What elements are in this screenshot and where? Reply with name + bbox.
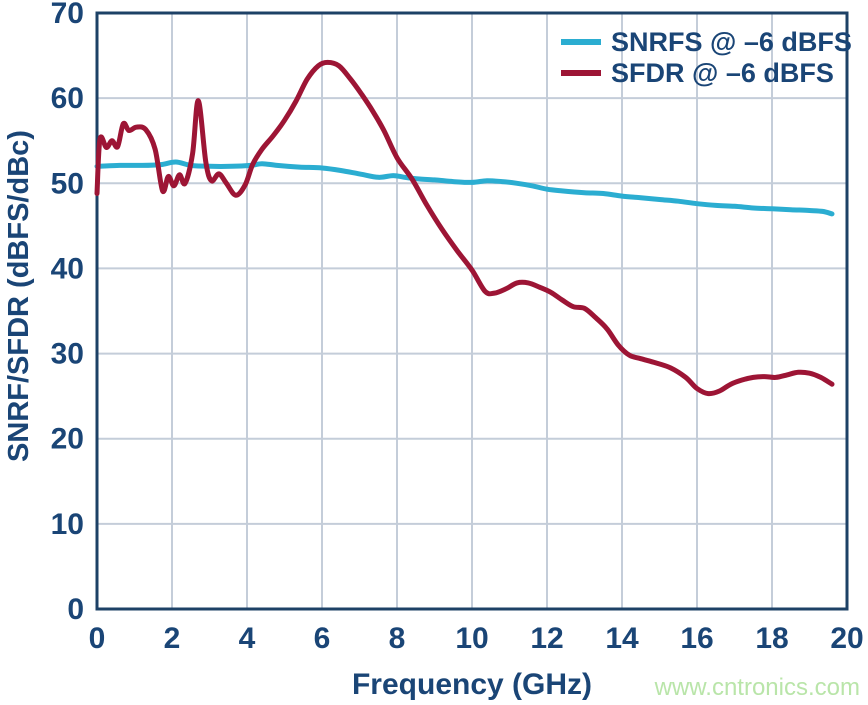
x-tick-label: 10	[455, 622, 488, 655]
y-tick-label: 10	[51, 508, 84, 541]
y-tick-label: 50	[51, 167, 84, 200]
gridlines	[97, 13, 847, 609]
x-tick-label: 2	[164, 622, 181, 655]
x-tick-label: 18	[755, 622, 788, 655]
x-tick-label: 16	[680, 622, 713, 655]
x-tick-label: 4	[239, 622, 256, 655]
x-tick-label: 0	[89, 622, 106, 655]
y-tick-label: 70	[51, 0, 84, 30]
x-tick-label: 8	[389, 622, 406, 655]
legend-label: SNRFS @ –6 dBFS	[611, 27, 852, 57]
x-tick-labels: 0 2 4 6 8 10 12 14 16 18 20	[89, 622, 864, 655]
y-axis-title: SNRF/SFDR (dBFS/dBc)	[3, 130, 35, 462]
y-tick-label: 0	[67, 593, 84, 626]
x-tick-label: 12	[530, 622, 563, 655]
watermark: www.cntronics.com	[654, 674, 860, 701]
x-tick-label: 20	[830, 622, 863, 655]
y-tick-label: 40	[51, 252, 84, 285]
series-lines	[94, 59, 835, 397]
plot-border	[95, 11, 849, 611]
y-tick-label: 20	[51, 423, 84, 456]
sfdr-line	[94, 59, 835, 397]
x-tick-label: 14	[605, 622, 639, 655]
snrfs-line	[94, 159, 835, 217]
y-tick-label: 30	[51, 338, 84, 371]
legend-label: SFDR @ –6 dBFS	[611, 58, 834, 88]
x-axis-title: Frequency (GHz)	[352, 668, 592, 701]
y-tick-label: 60	[51, 82, 84, 115]
x-tick-label: 6	[314, 622, 331, 655]
y-tick-labels: 0 10 20 30 40 50 60 70	[51, 0, 84, 626]
